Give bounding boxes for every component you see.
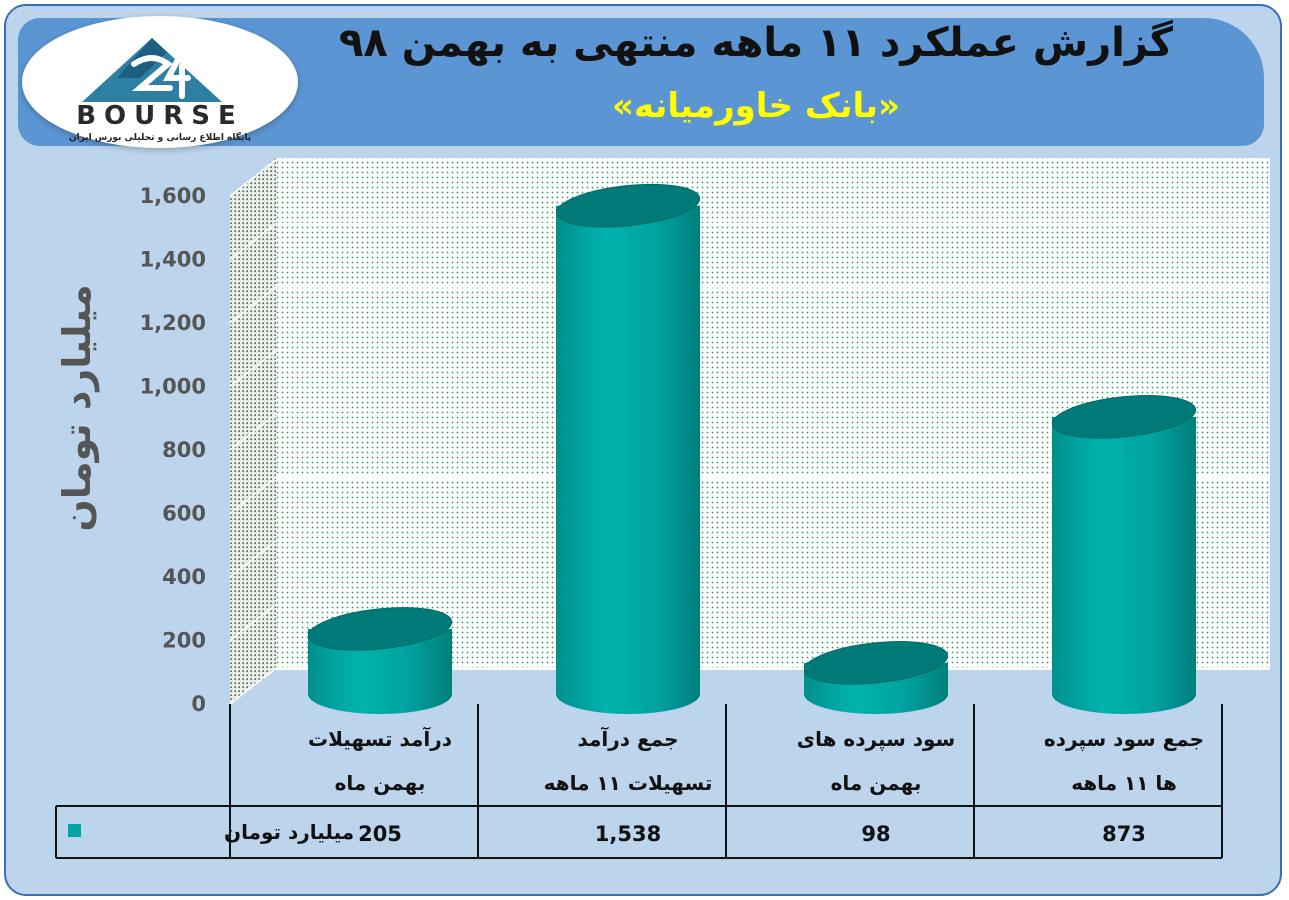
y-tick-label: 1,000	[140, 375, 206, 399]
y-axis-ticks: 0 200 400 600 800 1,000 1,200 1,400 1,600	[140, 184, 206, 716]
bar	[307, 607, 453, 714]
category-label: جمع سود سپرده	[1044, 727, 1204, 752]
data-table: میلیارد تومان	[55, 704, 1223, 859]
value-label: 98	[861, 822, 890, 846]
gridline	[229, 540, 1270, 578]
chart-area: 0 200 400 600 800 1,000 1,200 1,400 1,600 میلیار…	[55, 158, 1270, 859]
category-label: ها ۱۱ ماهه	[1071, 771, 1177, 795]
y-axis-label: میلیارد تومان	[55, 284, 99, 531]
bar	[1051, 395, 1197, 714]
y-tick-label: 600	[162, 502, 206, 526]
category-label: تسهیلات ۱۱ ماهه	[544, 771, 713, 795]
value-label: 205	[358, 822, 402, 846]
chart-frame: BOURSE پایگاه اطلاع رسانی و تحلیلی بورس …	[4, 4, 1282, 896]
gridline	[229, 476, 1270, 515]
y-tick-label: 800	[162, 438, 206, 462]
bar	[555, 183, 701, 714]
category-label: سود سپرده های	[797, 727, 955, 752]
gridline	[229, 222, 1270, 261]
y-tick-label: 400	[162, 565, 206, 589]
gridline	[229, 349, 1270, 388]
gridline	[229, 413, 1270, 451]
gridline	[229, 159, 1270, 197]
logo: BOURSE پایگاه اطلاع رسانی و تحلیلی بورس …	[22, 16, 298, 148]
y-tick-label: 1,600	[140, 184, 206, 208]
logo-name: BOURSE	[76, 101, 244, 131]
gridline	[229, 603, 1270, 642]
bar	[803, 641, 949, 714]
legend-swatch	[68, 824, 81, 837]
y-tick-label: 0	[191, 692, 206, 716]
category-label: بهمن ماه	[335, 771, 426, 795]
category-cells: درآمد تسهیلات بهمن ماه 205 جمع درآمد تسهیلات…	[308, 726, 1204, 846]
chart-subtitle: «بانک خاورمیانه»	[612, 86, 900, 126]
y-tick-label: 1,200	[140, 311, 206, 335]
logo-tagline: پایگاه اطلاع رسانی و تحلیلی بورس ایران	[69, 131, 251, 143]
gridline	[229, 286, 1270, 324]
category-label: بهمن ماه	[831, 771, 922, 795]
value-label: 1,538	[595, 822, 661, 846]
y-tick-label: 1,400	[140, 248, 206, 272]
legend-series-name: میلیارد تومان	[224, 820, 354, 844]
y-tick-label: 200	[162, 629, 206, 653]
bars	[307, 183, 1197, 714]
chart-title: گزارش عملکرد ۱۱ ماهه منتهی به بهمن ۹۸	[339, 20, 1173, 66]
value-label: 873	[1102, 822, 1146, 846]
mountain-24-logo-icon: BOURSE پایگاه اطلاع رسانی و تحلیلی بورس …	[69, 38, 251, 143]
category-label: درآمد تسهیلات	[308, 726, 452, 751]
gridlines	[229, 159, 1270, 705]
category-label: جمع درآمد	[577, 726, 678, 751]
